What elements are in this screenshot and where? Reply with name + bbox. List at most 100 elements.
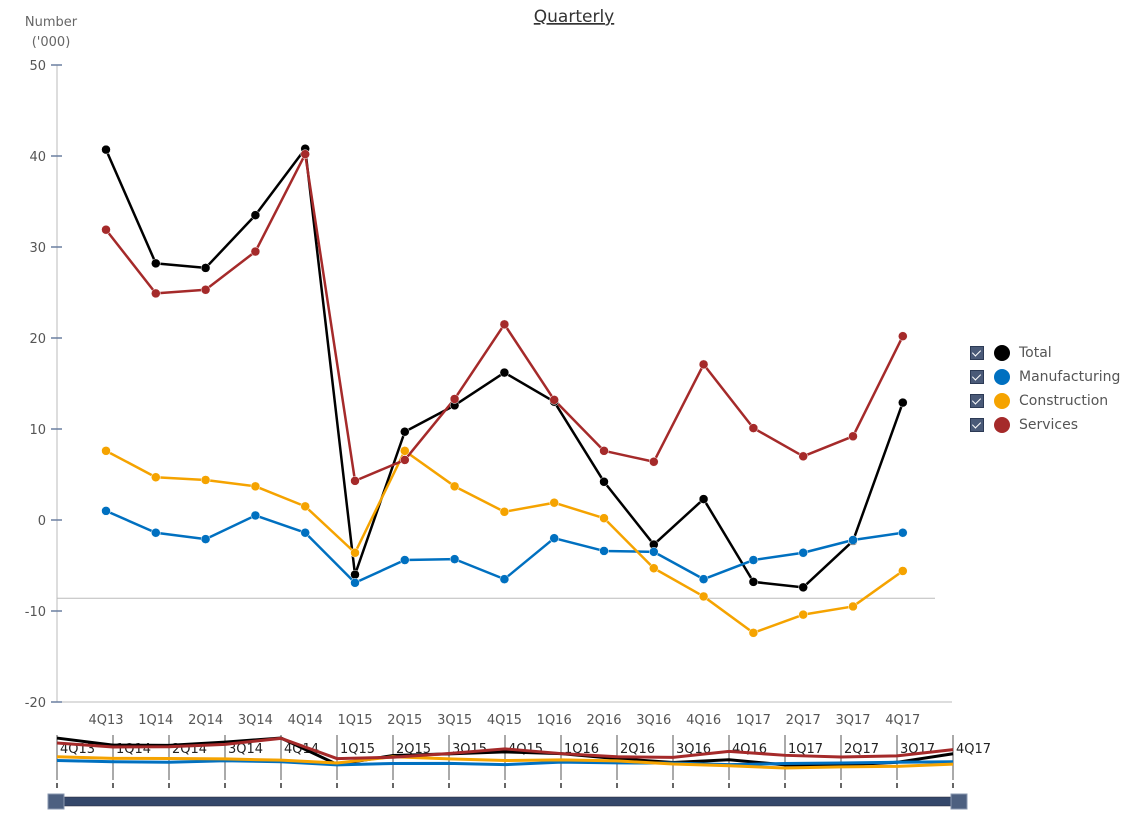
legend-item-services[interactable]: Services: [970, 413, 1120, 437]
data-point-construction: [698, 591, 709, 602]
legend: Total Manufacturing Construction Services: [970, 341, 1120, 437]
x-tick-label: 1Q17: [736, 713, 771, 728]
data-point-total: [350, 569, 360, 580]
navigator-series-total: [56, 736, 954, 767]
legend-label: Construction: [1019, 393, 1109, 409]
data-point-manufacturing: [151, 527, 161, 538]
x-tick-label: 4Q17: [885, 713, 920, 728]
x-tick-label: 2Q16: [586, 713, 621, 728]
data-point-total: [599, 477, 609, 487]
data-point-services: [898, 331, 908, 341]
data-point-construction: [200, 475, 211, 485]
checkbox-icon[interactable]: [970, 418, 984, 432]
data-point-construction: [350, 548, 360, 558]
x-tick-label: 1Q14: [138, 713, 173, 728]
data-point-construction: [599, 513, 609, 523]
legend-item-total[interactable]: Total: [970, 341, 1120, 365]
x-tick-label: 3Q15: [437, 713, 472, 728]
x-tick-label: 4Q14: [288, 713, 323, 728]
navigator-scrollbar[interactable]: [56, 796, 954, 807]
data-point-construction: [101, 446, 111, 456]
navigator-left-handle[interactable]: [47, 793, 65, 810]
y-tick-label: 30: [29, 241, 46, 256]
data-point-total: [400, 426, 410, 437]
data-point-construction: [499, 507, 510, 517]
data-point-services: [698, 359, 709, 370]
navigator-series-services: [56, 736, 954, 761]
y-tick-label: 10: [29, 423, 46, 438]
data-point-manufacturing: [400, 555, 410, 565]
y-tick-label: -10: [25, 605, 46, 620]
data-point-total: [200, 263, 211, 273]
data-point-manufacturing: [649, 547, 659, 557]
data-point-manufacturing: [798, 548, 808, 558]
data-point-services: [499, 319, 510, 330]
y-tick-label: 50: [29, 59, 46, 74]
data-point-services: [748, 423, 759, 433]
x-tick-label: 2Q14: [188, 713, 223, 728]
data-point-services: [350, 476, 360, 486]
data-point-manufacturing: [499, 574, 510, 584]
navigator-label: 3Q14: [228, 742, 263, 757]
x-tick-label: 3Q16: [636, 713, 671, 728]
y-axis-label: Number: [25, 15, 78, 30]
data-point-construction: [798, 609, 808, 620]
data-point-total: [499, 367, 510, 378]
x-tick-label: 2Q15: [387, 713, 422, 728]
data-point-manufacturing: [350, 578, 360, 588]
series-line-services: [105, 152, 904, 483]
data-point-construction: [649, 563, 659, 573]
navigator-label: 1Q15: [340, 742, 375, 757]
y-tick-label: 0: [38, 514, 46, 529]
data-point-construction: [848, 601, 858, 612]
x-tick-label: 2Q17: [786, 713, 821, 728]
data-point-construction: [748, 628, 759, 638]
data-point-manufacturing: [200, 534, 211, 544]
x-tick-label: 3Q17: [835, 713, 870, 728]
series-marker-icon: [994, 417, 1010, 433]
series-line-manufacturing: [105, 509, 903, 585]
checkbox-icon[interactable]: [970, 394, 984, 408]
data-point-manufacturing: [300, 527, 310, 538]
x-tick-label: 4Q15: [487, 713, 522, 728]
navigator-label: 4Q17: [956, 742, 991, 757]
navigator-label: 2Q17: [844, 742, 879, 757]
x-tick-label: 3Q14: [238, 713, 273, 728]
navigator-right-handle[interactable]: [950, 793, 968, 810]
data-point-services: [200, 285, 211, 295]
series-line-construction: [105, 449, 904, 635]
checkbox-icon[interactable]: [970, 370, 984, 384]
data-point-total: [101, 144, 111, 155]
legend-item-construction[interactable]: Construction: [970, 389, 1120, 413]
data-point-services: [848, 431, 858, 442]
data-point-manufacturing: [549, 533, 559, 543]
data-point-total: [898, 397, 908, 408]
navigator-label: 2Q16: [620, 742, 655, 757]
data-point-construction: [449, 481, 460, 492]
data-point-total: [798, 582, 808, 593]
data-point-services: [101, 224, 111, 235]
y-tick-label: 40: [29, 150, 46, 165]
data-point-construction: [400, 446, 410, 456]
data-point-total: [250, 210, 261, 220]
series-marker-icon: [994, 369, 1010, 385]
legend-item-manufacturing[interactable]: Manufacturing: [970, 365, 1120, 389]
chart-title: Quarterly: [534, 7, 614, 27]
data-point-services: [449, 394, 460, 404]
legend-label: Services: [1019, 417, 1079, 433]
data-point-construction: [151, 472, 161, 482]
checkbox-icon[interactable]: [970, 346, 984, 360]
data-point-services: [300, 149, 310, 159]
data-point-manufacturing: [748, 555, 759, 565]
data-point-total: [748, 577, 759, 587]
legend-label: Total: [1019, 345, 1052, 361]
x-tick-label: 1Q15: [337, 713, 372, 728]
y-tick-label: -20: [25, 696, 46, 711]
data-point-manufacturing: [698, 574, 709, 584]
data-point-construction: [300, 501, 310, 512]
data-point-services: [599, 446, 609, 456]
data-point-construction: [549, 497, 559, 508]
data-point-manufacturing: [599, 546, 609, 556]
data-point-manufacturing: [101, 506, 111, 516]
